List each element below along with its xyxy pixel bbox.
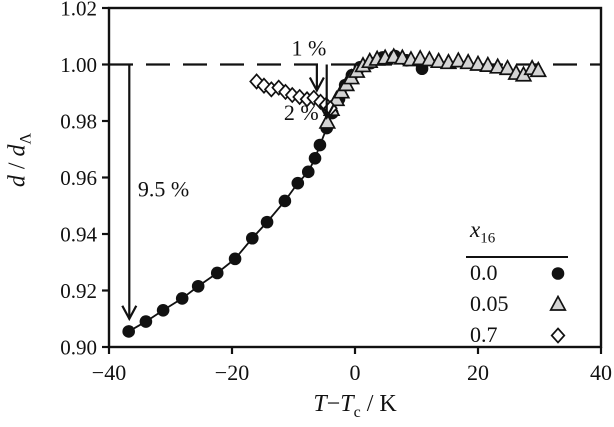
filled-circle-icon [551, 267, 565, 280]
filled-circle-marker [156, 303, 170, 317]
open-triangle-marker [488, 57, 507, 74]
annotation-1%: 1 % [291, 35, 326, 93]
open-triangle-marker [318, 112, 337, 129]
y-axis-label: d / dΛ [5, 133, 36, 187]
open-triangle-marker [449, 51, 468, 68]
x-axis-label-t1: T [313, 391, 327, 417]
y-axis-label-subscript: Λ [17, 132, 35, 145]
filled-circle-marker [191, 279, 205, 293]
open-triangle-marker [498, 58, 517, 76]
x-tick-label: 40 [590, 360, 612, 385]
filled-circle-marker [139, 315, 153, 328]
y-tick-label: 0.96 [60, 166, 97, 190]
x-axis-label: T−Tc / K [109, 391, 601, 422]
filled-circle-marker [175, 292, 189, 305]
legend: x16 0.0 0.05 0.7 [466, 215, 568, 351]
series-0.05 [318, 47, 547, 129]
y-tick-label: 0.90 [60, 335, 97, 359]
open-diamond-icon [550, 327, 566, 344]
filled-circle-marker [551, 267, 565, 280]
legend-label: 0.0 [470, 260, 498, 286]
legend-item-0.7: 0.7 [466, 320, 568, 351]
open-diamond-marker [271, 79, 287, 96]
open-triangle-marker [327, 90, 346, 107]
x-tick-label: −20 [215, 360, 249, 385]
y-tick-label: 1.02 [60, 0, 97, 20]
y-tick-label: 0.94 [60, 222, 97, 246]
y-axis-label-slash: / [4, 156, 31, 176]
legend-header-symbol: x [470, 217, 481, 242]
filled-circle-marker [308, 151, 322, 165]
y-tick-label: 1.00 [60, 53, 97, 77]
y-axis-label-d2: d [4, 144, 31, 157]
annotation-label: 2 % [284, 100, 319, 125]
filled-circle-marker [278, 194, 292, 208]
open-triangle-marker [479, 55, 497, 72]
legend-header: x16 [466, 215, 568, 258]
legend-header-subscript: 16 [480, 230, 496, 247]
filled-circle-marker [260, 215, 274, 229]
x-axis-label-subscript: c [353, 403, 361, 421]
legend-item-0.05: 0.05 [466, 289, 568, 320]
y-tick-label: 0.98 [60, 109, 97, 133]
x-tick-label: 0 [350, 360, 361, 385]
filled-circle-marker [301, 165, 315, 179]
filled-circle-marker [210, 266, 224, 280]
filled-circle-marker [313, 138, 327, 152]
open-triangle-marker [420, 50, 439, 67]
filled-circle-marker [122, 325, 135, 338]
filled-circle-marker [228, 252, 242, 266]
annotation-arrowhead [121, 305, 138, 322]
legend-label: 0.05 [470, 291, 509, 317]
open-triangle-marker [549, 295, 567, 311]
annotation-label: 9.5 % [138, 177, 189, 202]
legend-label: 0.7 [470, 322, 498, 348]
x-axis-label-unit: / K [360, 391, 397, 417]
y-axis-label-d1: d [4, 175, 31, 188]
x-axis-label-t2: T [340, 391, 354, 417]
x-tick-label: 20 [467, 360, 489, 385]
open-triangle-icon [549, 295, 567, 311]
y-tick-label: 0.92 [60, 279, 97, 303]
annotation-2%: 2 % [284, 64, 335, 125]
annotation-9.5%: 9.5 % [121, 64, 189, 322]
annotation-arrowhead [318, 104, 335, 120]
open-triangle-marker [429, 51, 448, 69]
filled-circle-marker [245, 231, 259, 245]
open-triangle-marker [469, 54, 487, 71]
open-diamond-marker [550, 327, 566, 344]
annotation-label: 1 % [291, 35, 326, 60]
annotation-arrowhead [308, 76, 325, 93]
x-axis-label-minus: − [326, 391, 341, 417]
legend-item-0.0: 0.0 [466, 258, 568, 289]
open-triangle-marker [459, 53, 477, 70]
open-triangle-marker [529, 60, 547, 78]
filled-circle-marker [291, 176, 305, 190]
x-tick-label: −40 [92, 360, 126, 385]
